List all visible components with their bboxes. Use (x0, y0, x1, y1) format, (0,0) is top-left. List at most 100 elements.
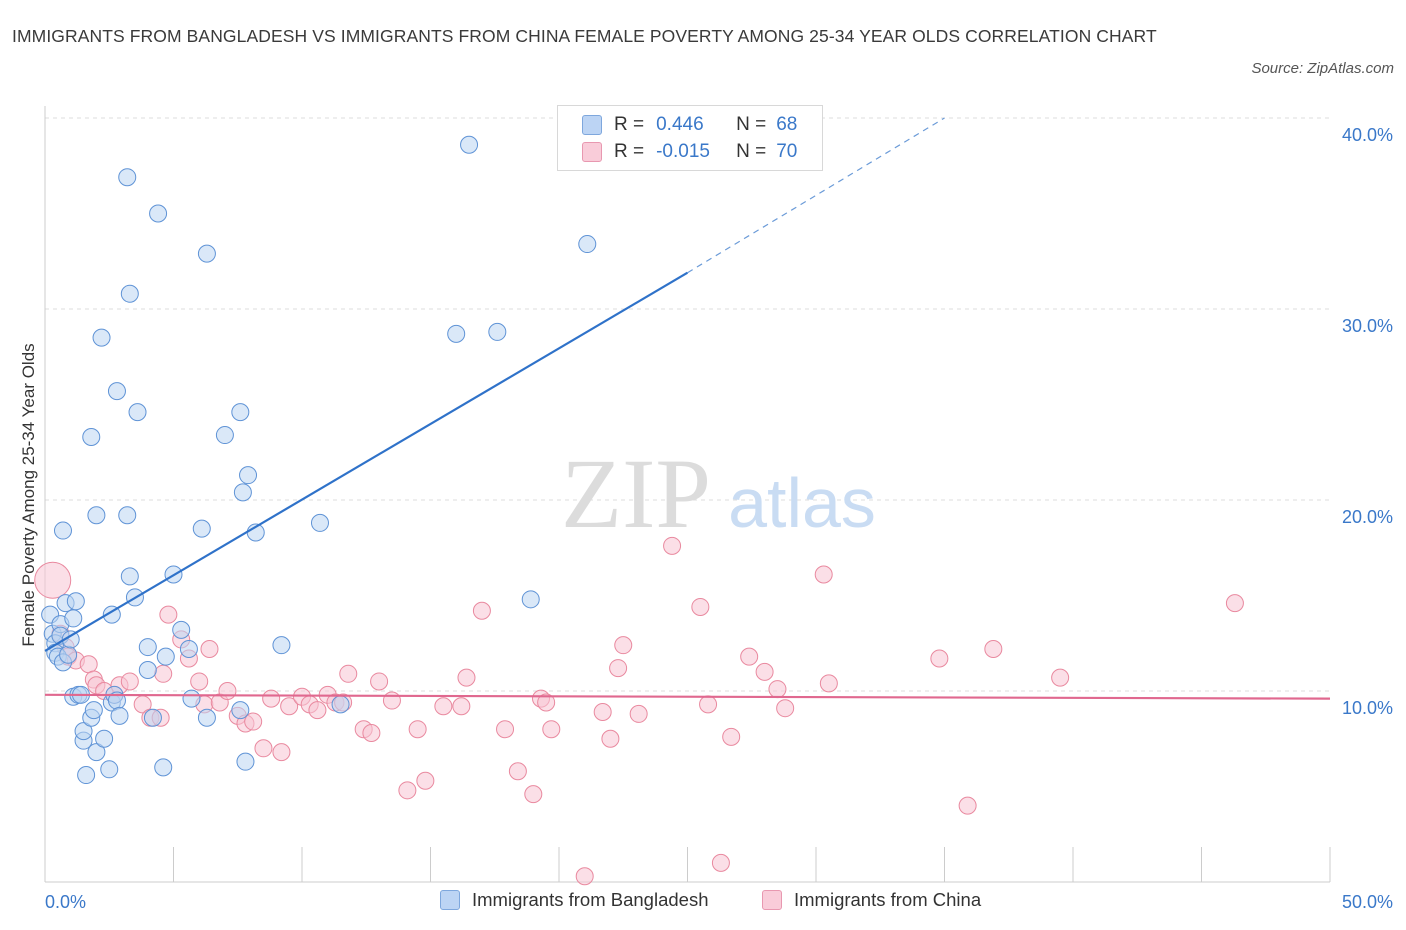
bangladesh-point (53, 521, 72, 540)
china-point (699, 695, 718, 714)
y-tick-label: 40.0% (1342, 125, 1393, 145)
legend-row-china: R = -0.015 N = 70 (582, 140, 797, 164)
china-point (280, 697, 299, 716)
legend-n-value: 68 (776, 114, 798, 135)
y-tick-label: 30.0% (1342, 316, 1393, 336)
watermark-zip: ZIP (561, 438, 711, 549)
bangladesh-point (154, 758, 173, 777)
bangladesh-point (107, 382, 126, 401)
china-point (496, 720, 515, 739)
china-point (629, 704, 648, 723)
china-point (601, 729, 620, 748)
bangladesh-point (95, 729, 114, 748)
china-point (524, 785, 543, 804)
bangladesh-point (84, 701, 103, 720)
bottom-legend-label-china: Immigrants from China (794, 889, 982, 910)
china-point (120, 672, 139, 691)
bangladesh-point (239, 466, 258, 485)
bangladesh-point (87, 743, 106, 762)
x-tick-label: 0.0% (45, 892, 86, 912)
bangladesh-point (66, 592, 85, 611)
bangladesh-point (156, 647, 175, 666)
legend-n-label: N = (736, 141, 767, 162)
bangladesh-point (310, 513, 329, 532)
china-point (272, 743, 291, 762)
bangladesh-point (143, 708, 162, 727)
china-point (614, 636, 633, 655)
china-point (452, 697, 471, 716)
bangladesh-point (231, 403, 250, 422)
watermark-atlas: atlas (728, 464, 876, 542)
bangladesh-point (172, 620, 191, 639)
bangladesh-point (77, 766, 96, 785)
bangladesh-point (59, 645, 78, 664)
china-point (154, 664, 173, 683)
legend-n-value: 70 (776, 141, 798, 162)
bangladesh-point (74, 722, 93, 741)
china-point (542, 720, 561, 739)
bottom-legend-swatch-china (762, 890, 782, 910)
china-point (537, 693, 556, 712)
china-point (370, 672, 389, 691)
china-point (79, 655, 98, 674)
china-point (382, 691, 401, 710)
bangladesh-point (233, 483, 252, 502)
china-point (1051, 668, 1070, 687)
china-point (508, 762, 527, 781)
china-point (472, 601, 491, 620)
bangladesh-point (149, 204, 168, 223)
x-tick-label: 50.0% (1342, 892, 1393, 912)
china-point (339, 664, 358, 683)
bangladesh-point (87, 506, 106, 525)
china-point (244, 712, 263, 731)
china-point (200, 639, 219, 658)
china-point (593, 703, 612, 722)
source-credit: Source: ZipAtlas.com (1251, 60, 1394, 77)
stats-legend: R = 0.446 N = 68 R = -0.015 N = 70 (557, 105, 823, 171)
bangladesh-point (110, 706, 129, 725)
y-axis-label: Female Poverty Among 25-34 Year Olds (19, 343, 38, 647)
bangladesh-point (182, 689, 201, 708)
bangladesh-point (521, 590, 540, 609)
china-point (457, 668, 476, 687)
bangladesh-point (231, 701, 250, 720)
china-point (984, 639, 1003, 658)
bangladesh-point (192, 519, 211, 538)
bangladesh-point (118, 506, 137, 525)
china-point (711, 853, 730, 872)
china-point (740, 647, 759, 666)
bottom-legend-label-bangladesh: Immigrants from Bangladesh (472, 889, 709, 910)
china-point (34, 561, 72, 599)
bangladesh-points (41, 135, 597, 785)
bangladesh-trend-extension (687, 117, 945, 274)
legend-r-label: R = (614, 141, 645, 162)
bottom-legend-china: Immigrants from China (762, 889, 981, 911)
y-tick-label: 10.0% (1342, 698, 1393, 718)
bangladesh-point (578, 235, 597, 254)
bangladesh-point (447, 324, 466, 343)
bangladesh-point (331, 695, 350, 714)
china-point (814, 565, 833, 584)
legend-swatch-china (582, 142, 602, 162)
china-point (755, 662, 774, 681)
bangladesh-point (272, 636, 291, 655)
legend-r-value: -0.015 (656, 141, 710, 162)
bangladesh-point (118, 168, 137, 187)
bangladesh-point (460, 135, 479, 154)
legend-swatch-bangladesh (582, 115, 602, 135)
trend-lines (44, 117, 1331, 700)
china-point (691, 597, 710, 616)
watermark: ZIP atlas (561, 438, 876, 549)
bangladesh-point (138, 660, 157, 679)
legend-r-value: 0.446 (656, 114, 704, 135)
china-point (362, 724, 381, 743)
chart-title: IMMIGRANTS FROM BANGLADESH VS IMMIGRANTS… (12, 26, 1157, 46)
bangladesh-point (64, 609, 83, 628)
bangladesh-point (138, 638, 157, 657)
china-point (776, 699, 795, 718)
china-point (416, 771, 435, 790)
bangladesh-point (236, 752, 255, 771)
china-point (408, 720, 427, 739)
china-point (819, 674, 838, 693)
